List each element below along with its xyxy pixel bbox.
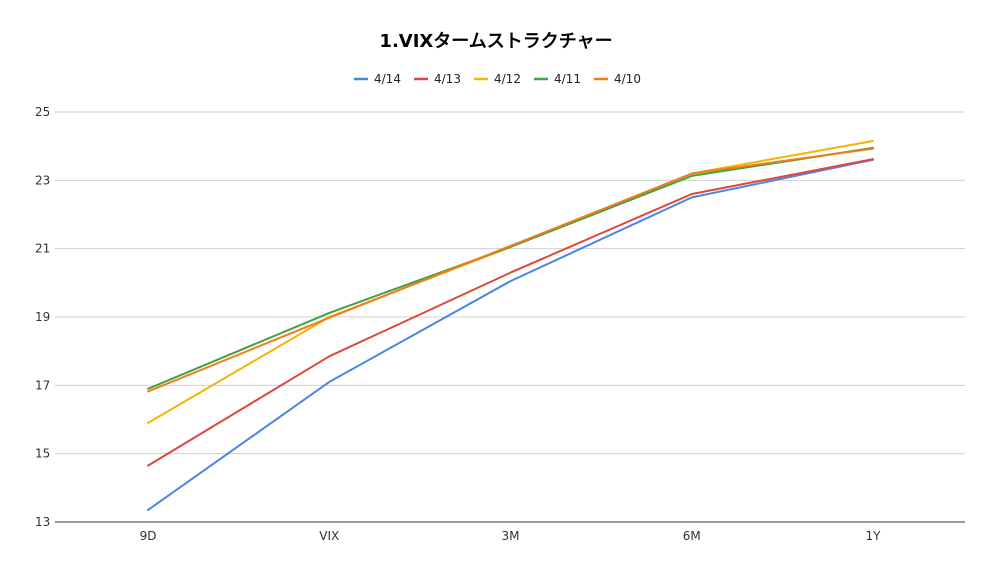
y-tick-label: 13 — [35, 515, 50, 529]
y-tick-label: 25 — [35, 105, 50, 119]
legend: 4/14 4/13 4/12 4/11 4/10 — [354, 72, 641, 86]
y-tick-label: 17 — [35, 378, 50, 392]
gridlines — [55, 111, 965, 523]
x-tick-label: 9D — [140, 529, 157, 543]
y-tick-label: 19 — [35, 310, 50, 324]
legend-label: 4/12 — [494, 72, 521, 86]
series-line-4-10 — [147, 147, 874, 393]
series-line-4-13 — [147, 158, 874, 467]
y-tick-label: 21 — [35, 242, 50, 256]
series-line-4-11 — [147, 146, 874, 390]
chart-title: 1.VIXタームストラクチャー — [379, 31, 612, 52]
y-tick-label: 15 — [35, 447, 50, 461]
series-layer — [147, 140, 874, 511]
y-axis: 13 15 17 19 21 23 25 — [35, 105, 50, 529]
y-tick-label: 23 — [35, 173, 50, 187]
x-tick-label: 6M — [683, 529, 701, 543]
legend-label: 4/13 — [434, 72, 461, 86]
x-axis: 9D VIX 3M 6M 1Y — [140, 529, 882, 543]
legend-label: 4/14 — [374, 72, 401, 86]
x-tick-label: 1Y — [866, 529, 882, 543]
x-tick-label: VIX — [319, 529, 339, 543]
series-line-4-14 — [147, 158, 874, 511]
x-tick-label: 3M — [502, 529, 520, 543]
legend-label: 4/10 — [614, 72, 641, 86]
legend-label: 4/11 — [554, 72, 581, 86]
